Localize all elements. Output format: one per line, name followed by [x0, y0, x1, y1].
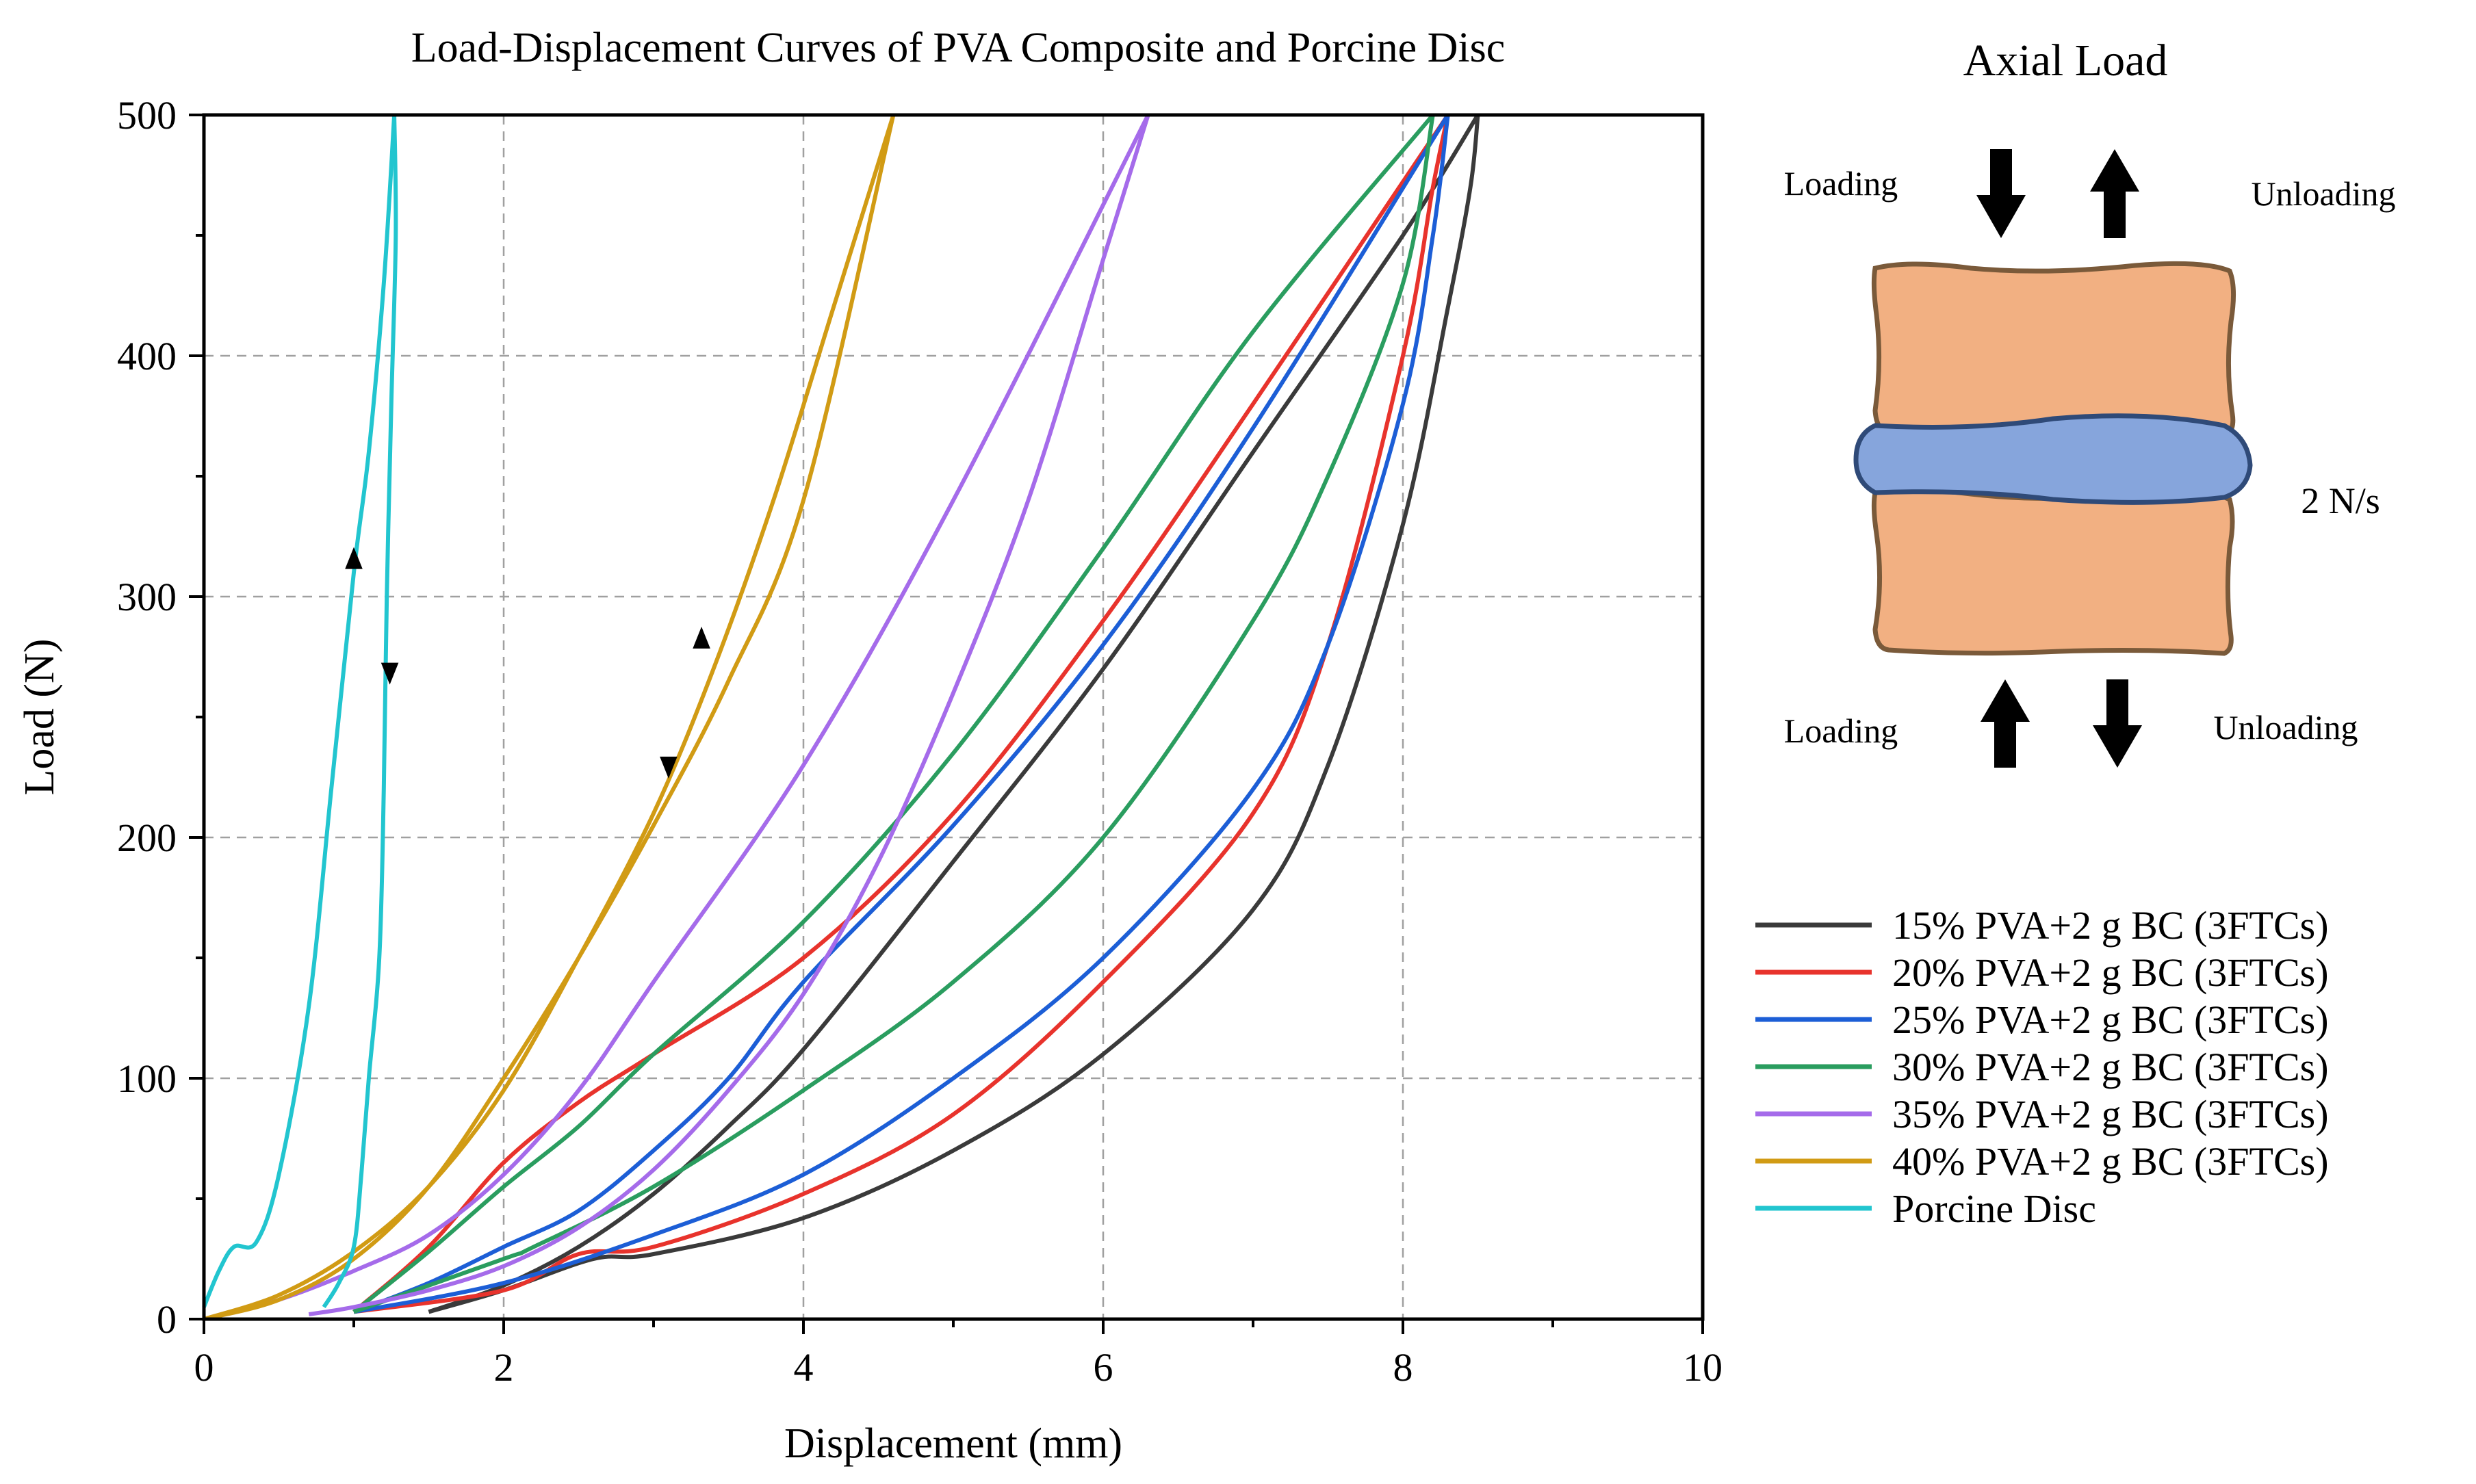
arrow-up-icon	[693, 626, 710, 649]
legend-label: 30% PVA+2 g BC (3FTCs)	[1892, 1045, 2329, 1089]
series-3	[352, 114, 1435, 1314]
lower-vertebra	[1871, 487, 2235, 656]
series-unloading-line	[203, 114, 896, 1321]
x-tick-label: 8	[1393, 1345, 1413, 1390]
series-unloading-line	[353, 114, 1450, 1314]
legend-label: 35% PVA+2 g BC (3FTCs)	[1892, 1092, 2329, 1136]
series-6	[202, 114, 398, 1309]
plot-frame	[202, 113, 1705, 1321]
arrow-down-icon	[381, 662, 399, 685]
chart-title: Load-Displacement Curves of PVA Composit…	[411, 25, 1506, 71]
series-layer	[202, 114, 1480, 1321]
legend-label: 20% PVA+2 g BC (3FTCs)	[1892, 950, 2329, 995]
series-0	[428, 114, 1480, 1314]
upper-vertebra	[1871, 261, 2236, 441]
y-tick-label: 0	[157, 1297, 177, 1342]
direction-arrows	[345, 547, 710, 779]
legend-label: 15% PVA+2 g BC (3FTCs)	[1892, 903, 2329, 948]
y-axis-label: Load (N)	[16, 639, 63, 796]
x-tick-label: 0	[194, 1345, 214, 1390]
arrow-down-icon	[1976, 149, 2026, 238]
unloading-bottom-label: Unloading	[2213, 708, 2358, 746]
y-tick-label: 200	[117, 816, 177, 860]
series-unloading-line	[322, 114, 398, 1309]
series-4	[203, 114, 1150, 1321]
series-unloading-line	[353, 114, 1435, 1314]
series-unloading-line	[428, 114, 1480, 1314]
series-loading-line	[352, 114, 1450, 1314]
series-unloading-line	[353, 114, 1450, 1314]
arrow-up-icon	[1981, 679, 2030, 768]
arrow-down-icon	[660, 756, 678, 779]
diagram-title: Axial Load	[1963, 36, 2168, 86]
series-loading-line	[428, 114, 1480, 1314]
x-tick-label: 4	[794, 1345, 814, 1390]
y-tick-label: 500	[117, 93, 177, 138]
x-tick-label: 10	[1683, 1345, 1723, 1390]
loading-top-label: Loading	[1784, 164, 1898, 203]
gridlines	[204, 115, 1703, 1319]
series-5	[203, 114, 896, 1321]
intervertebral-disc	[1853, 413, 2253, 505]
x-axis-label: Displacement (mm)	[784, 1420, 1122, 1467]
load-rate-label: 2 N/s	[2301, 480, 2380, 521]
series-2	[352, 114, 1450, 1314]
arrow-up-icon	[345, 547, 363, 569]
series-1	[352, 114, 1450, 1314]
x-tick-label: 2	[494, 1345, 514, 1390]
arrow-down-icon	[2093, 679, 2142, 768]
legend-label: 40% PVA+2 g BC (3FTCs)	[1892, 1139, 2329, 1184]
y-tick-label: 300	[117, 575, 177, 619]
y-tick-label: 400	[117, 334, 177, 378]
series-loading-line	[203, 114, 1150, 1321]
arrow-up-icon	[2090, 149, 2139, 238]
unloading-top-label: Unloading	[2251, 174, 2395, 213]
legend-label: 25% PVA+2 g BC (3FTCs)	[1892, 998, 2329, 1042]
legend-label: Porcine Disc	[1892, 1186, 2096, 1231]
series-loading-line	[203, 114, 896, 1321]
series-loading-line	[352, 114, 1435, 1314]
loading-bottom-label: Loading	[1784, 712, 1898, 750]
legend: 15% PVA+2 g BC (3FTCs)20% PVA+2 g BC (3F…	[1755, 903, 2329, 1231]
y-tick-label: 100	[117, 1056, 177, 1101]
series-loading-line	[352, 114, 1450, 1314]
x-tick-label: 6	[1094, 1345, 1113, 1390]
series-loading-line	[202, 114, 397, 1308]
axial-load-diagram: Axial Load Loading Unloading 2 N/s Loadi…	[1784, 36, 2396, 768]
series-unloading-line	[308, 114, 1150, 1316]
